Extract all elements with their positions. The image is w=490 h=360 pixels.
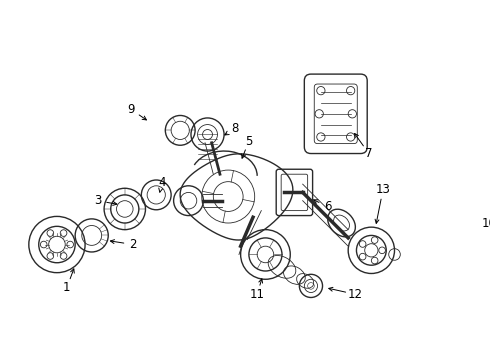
Text: 8: 8	[231, 122, 239, 135]
Text: 1: 1	[63, 281, 71, 294]
Text: 3: 3	[94, 194, 101, 207]
Text: 11: 11	[250, 288, 265, 301]
Text: 9: 9	[128, 103, 135, 116]
Text: 12: 12	[347, 288, 362, 301]
Text: 7: 7	[365, 147, 372, 160]
Text: 5: 5	[245, 135, 252, 148]
Text: 6: 6	[324, 200, 331, 213]
Text: 10: 10	[481, 216, 490, 230]
Text: 13: 13	[375, 184, 391, 197]
Text: 4: 4	[158, 176, 166, 189]
Text: 2: 2	[129, 238, 137, 251]
